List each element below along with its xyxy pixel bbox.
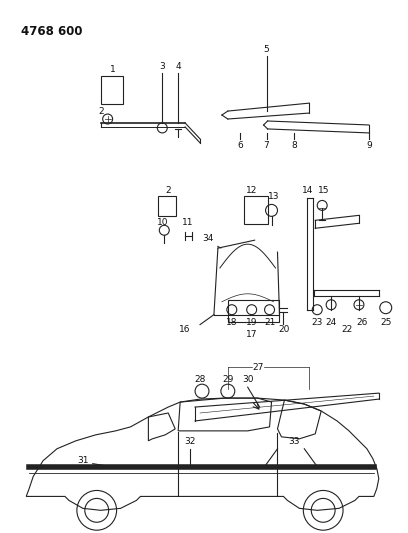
Bar (101, 76, 122, 104)
Text: 17: 17 (246, 330, 257, 339)
Text: 28: 28 (194, 375, 206, 384)
Bar (228, 300, 279, 321)
Text: 21: 21 (264, 318, 275, 327)
Text: 10: 10 (157, 218, 168, 227)
Bar (158, 197, 176, 216)
Text: 33: 33 (288, 437, 300, 446)
Text: 13: 13 (268, 192, 279, 201)
Text: 24: 24 (326, 318, 337, 327)
Text: 6: 6 (237, 141, 243, 150)
Text: 11: 11 (182, 218, 194, 227)
Text: 34: 34 (202, 233, 214, 243)
Text: 18: 18 (226, 318, 237, 327)
Text: 15: 15 (318, 186, 330, 195)
Text: 19: 19 (246, 318, 257, 327)
Text: 14: 14 (302, 186, 313, 195)
Text: 2: 2 (165, 186, 171, 195)
Text: 4768 600: 4768 600 (21, 25, 83, 38)
Text: 27: 27 (252, 363, 263, 372)
Text: 1: 1 (110, 65, 115, 74)
Text: 12: 12 (246, 186, 257, 195)
Text: 30: 30 (242, 375, 253, 384)
Text: 20: 20 (279, 325, 290, 334)
Text: 22: 22 (341, 325, 353, 334)
Text: 5: 5 (264, 45, 269, 54)
Text: 25: 25 (380, 318, 391, 327)
Text: 23: 23 (312, 318, 323, 327)
Text: 8: 8 (291, 141, 297, 150)
Text: 32: 32 (184, 437, 196, 446)
Text: 29: 29 (222, 375, 233, 384)
Text: 31: 31 (77, 456, 89, 465)
Text: 9: 9 (366, 141, 372, 150)
Text: 16: 16 (180, 325, 191, 334)
Text: 2: 2 (98, 107, 104, 116)
Text: 4: 4 (175, 62, 181, 71)
Text: 3: 3 (160, 62, 165, 71)
Text: 26: 26 (356, 318, 368, 327)
Text: 7: 7 (264, 141, 269, 150)
Bar (244, 197, 268, 224)
